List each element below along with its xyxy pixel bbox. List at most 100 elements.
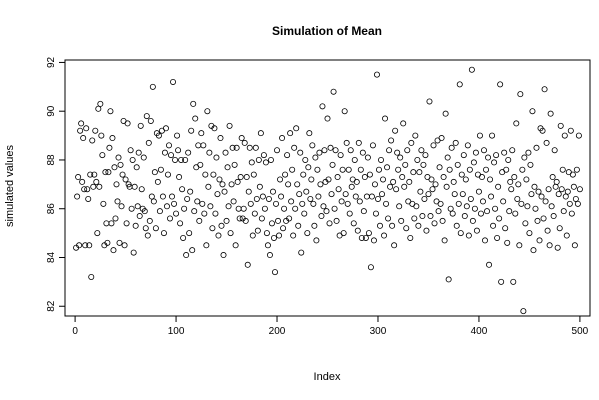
data-point — [145, 139, 152, 146]
data-point — [329, 161, 336, 168]
data-point — [519, 166, 526, 173]
data-point — [444, 154, 451, 161]
data-point — [187, 188, 194, 195]
data-point — [539, 127, 546, 134]
data-point — [180, 234, 187, 241]
data-point — [555, 191, 562, 198]
data-point — [90, 183, 97, 190]
data-point — [200, 142, 207, 149]
data-point — [147, 117, 154, 124]
data-point — [398, 217, 405, 224]
data-point — [80, 135, 87, 142]
data-point — [408, 139, 415, 146]
data-point — [477, 210, 484, 217]
data-point — [250, 171, 257, 178]
data-point — [298, 249, 305, 256]
data-point — [132, 222, 139, 229]
data-point — [527, 161, 534, 168]
data-point — [284, 152, 291, 159]
data-point — [84, 186, 91, 193]
data-point — [335, 186, 342, 193]
data-point — [270, 234, 277, 241]
data-point — [224, 164, 231, 171]
data-point — [397, 154, 404, 161]
data-point — [452, 139, 459, 146]
data-point — [202, 171, 209, 178]
data-point — [401, 183, 408, 190]
data-point — [486, 261, 493, 268]
data-point — [140, 154, 147, 161]
data-point — [144, 232, 151, 239]
data-point — [334, 174, 341, 181]
data-point — [280, 225, 287, 232]
data-point — [273, 200, 280, 207]
y-tick-label: 82 — [46, 300, 57, 312]
data-point — [191, 208, 198, 215]
data-point — [517, 91, 524, 98]
data-point — [570, 183, 577, 190]
data-point — [381, 232, 388, 239]
data-point — [150, 198, 157, 205]
data-point — [159, 193, 166, 200]
data-point — [513, 120, 520, 127]
data-point — [293, 125, 300, 132]
data-point — [503, 166, 510, 173]
data-point — [560, 208, 567, 215]
data-point — [136, 213, 143, 220]
data-point — [351, 156, 358, 163]
y-tick-label: 92 — [46, 56, 57, 68]
data-point — [396, 203, 403, 210]
data-point — [221, 188, 228, 195]
data-point — [170, 78, 177, 85]
data-point — [301, 210, 308, 217]
data-point — [330, 88, 337, 95]
data-point — [402, 161, 409, 168]
data-point — [471, 205, 478, 212]
data-point — [516, 242, 523, 249]
data-point — [95, 105, 102, 112]
data-point — [311, 222, 318, 229]
data-point — [541, 86, 548, 93]
data-point — [466, 166, 473, 173]
data-point — [495, 183, 502, 190]
data-point — [91, 171, 98, 178]
data-point — [209, 225, 216, 232]
data-point — [497, 81, 504, 88]
data-point — [435, 208, 442, 215]
data-point — [135, 149, 142, 156]
data-point — [146, 217, 153, 224]
data-point — [361, 174, 368, 181]
y-tick-label: 84 — [46, 251, 57, 263]
data-point — [260, 152, 267, 159]
data-point — [569, 171, 576, 178]
data-point — [205, 183, 212, 190]
data-point — [309, 142, 316, 149]
data-point — [535, 188, 542, 195]
data-point — [290, 232, 297, 239]
data-point — [407, 234, 414, 241]
data-point — [376, 222, 383, 229]
data-point — [296, 191, 303, 198]
data-point — [365, 230, 372, 237]
data-point — [469, 217, 476, 224]
data-point — [292, 205, 299, 212]
data-point — [196, 217, 203, 224]
data-point — [392, 127, 399, 134]
data-point — [231, 161, 238, 168]
data-point — [366, 171, 373, 178]
data-point — [234, 178, 241, 185]
data-point — [236, 215, 243, 222]
data-point — [178, 156, 185, 163]
data-point — [343, 139, 350, 146]
data-point — [567, 127, 574, 134]
data-point — [472, 149, 479, 156]
data-point — [324, 115, 331, 122]
data-point — [256, 183, 263, 190]
data-point — [404, 147, 411, 154]
data-point — [461, 213, 468, 220]
data-point — [247, 200, 254, 207]
data-point — [437, 200, 444, 207]
data-point — [530, 247, 537, 254]
data-point — [575, 132, 582, 139]
data-point — [93, 178, 100, 185]
